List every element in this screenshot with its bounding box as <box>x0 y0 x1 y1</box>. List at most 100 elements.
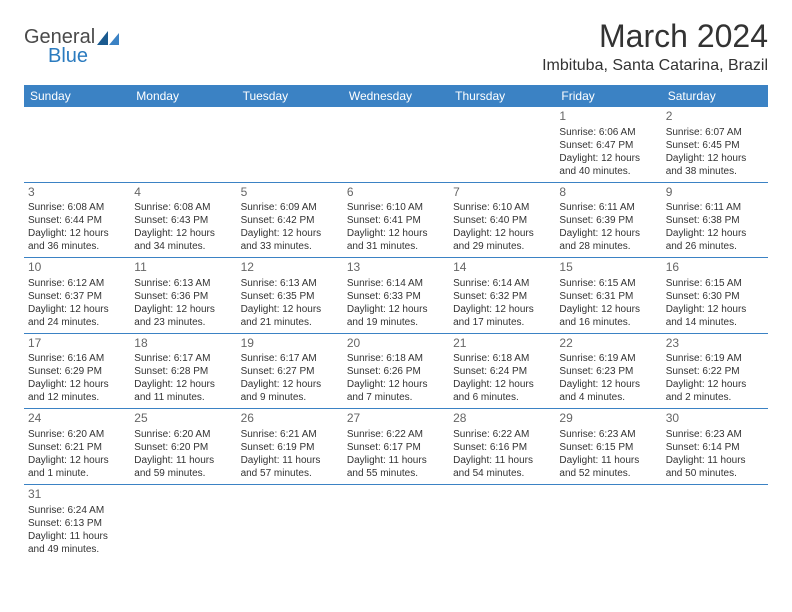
calendar-cell: 23Sunrise: 6:19 AMSunset: 6:22 PMDayligh… <box>662 333 768 409</box>
title-block: March 2024 Imbituba, Santa Catarina, Bra… <box>542 18 768 81</box>
day-detail-line: Sunset: 6:24 PM <box>453 365 551 378</box>
day-number: 26 <box>241 411 339 427</box>
day-detail-line: Daylight: 12 hours <box>559 303 657 316</box>
calendar-cell <box>237 107 343 182</box>
calendar-cell: 17Sunrise: 6:16 AMSunset: 6:29 PMDayligh… <box>24 333 130 409</box>
day-detail-line: Sunset: 6:42 PM <box>241 214 339 227</box>
day-detail-line: and 19 minutes. <box>347 316 445 329</box>
day-header: Friday <box>555 85 661 107</box>
day-detail-line: and 26 minutes. <box>666 240 764 253</box>
day-number: 8 <box>559 185 657 201</box>
day-detail-line: Sunset: 6:26 PM <box>347 365 445 378</box>
calendar-row: 10Sunrise: 6:12 AMSunset: 6:37 PMDayligh… <box>24 258 768 334</box>
calendar-cell <box>130 484 236 559</box>
day-detail-line: Sunrise: 6:07 AM <box>666 126 764 139</box>
day-detail-line: Sunrise: 6:19 AM <box>666 352 764 365</box>
day-detail-line: Sunrise: 6:19 AM <box>559 352 657 365</box>
day-detail-line: and 57 minutes. <box>241 467 339 480</box>
day-detail-line: Daylight: 12 hours <box>347 378 445 391</box>
day-detail-line: Daylight: 12 hours <box>28 454 126 467</box>
day-number: 23 <box>666 336 764 352</box>
day-number: 5 <box>241 185 339 201</box>
day-detail-line: Daylight: 11 hours <box>559 454 657 467</box>
day-number: 31 <box>28 487 126 503</box>
day-detail-line: and 28 minutes. <box>559 240 657 253</box>
day-detail-line: Sunrise: 6:13 AM <box>134 277 232 290</box>
day-detail-line: Sunset: 6:43 PM <box>134 214 232 227</box>
day-detail-line: Sunrise: 6:14 AM <box>453 277 551 290</box>
day-detail-line: Sunset: 6:36 PM <box>134 290 232 303</box>
day-detail-line: Sunset: 6:38 PM <box>666 214 764 227</box>
day-header: Wednesday <box>343 85 449 107</box>
day-detail-line: Sunset: 6:19 PM <box>241 441 339 454</box>
day-number: 13 <box>347 260 445 276</box>
day-detail-line: Sunrise: 6:08 AM <box>134 201 232 214</box>
month-title: March 2024 <box>542 18 768 55</box>
day-detail-line: Sunrise: 6:23 AM <box>666 428 764 441</box>
day-detail-line: Daylight: 12 hours <box>666 378 764 391</box>
calendar-cell: 29Sunrise: 6:23 AMSunset: 6:15 PMDayligh… <box>555 409 661 485</box>
day-detail-line: Daylight: 12 hours <box>666 152 764 165</box>
calendar-cell: 8Sunrise: 6:11 AMSunset: 6:39 PMDaylight… <box>555 182 661 258</box>
day-number: 25 <box>134 411 232 427</box>
day-detail-line: Daylight: 12 hours <box>28 303 126 316</box>
day-detail-line: Sunset: 6:13 PM <box>28 517 126 530</box>
calendar-cell: 4Sunrise: 6:08 AMSunset: 6:43 PMDaylight… <box>130 182 236 258</box>
day-detail-line: and 52 minutes. <box>559 467 657 480</box>
calendar-cell: 9Sunrise: 6:11 AMSunset: 6:38 PMDaylight… <box>662 182 768 258</box>
day-number: 11 <box>134 260 232 276</box>
day-header: Tuesday <box>237 85 343 107</box>
day-number: 6 <box>347 185 445 201</box>
calendar-cell: 28Sunrise: 6:22 AMSunset: 6:16 PMDayligh… <box>449 409 555 485</box>
day-detail-line: and 2 minutes. <box>666 391 764 404</box>
day-number: 27 <box>347 411 445 427</box>
day-header: Monday <box>130 85 236 107</box>
day-detail-line: Sunset: 6:33 PM <box>347 290 445 303</box>
day-number: 19 <box>241 336 339 352</box>
day-detail-line: and 12 minutes. <box>28 391 126 404</box>
day-detail-line: Sunrise: 6:08 AM <box>28 201 126 214</box>
day-detail-line: Sunrise: 6:16 AM <box>28 352 126 365</box>
day-detail-line: Sunrise: 6:10 AM <box>453 201 551 214</box>
day-detail-line: and 36 minutes. <box>28 240 126 253</box>
calendar-row: 17Sunrise: 6:16 AMSunset: 6:29 PMDayligh… <box>24 333 768 409</box>
day-detail-line: Daylight: 11 hours <box>28 530 126 543</box>
day-detail-line: Sunset: 6:23 PM <box>559 365 657 378</box>
day-number: 21 <box>453 336 551 352</box>
calendar-cell: 22Sunrise: 6:19 AMSunset: 6:23 PMDayligh… <box>555 333 661 409</box>
calendar-cell: 26Sunrise: 6:21 AMSunset: 6:19 PMDayligh… <box>237 409 343 485</box>
day-number: 2 <box>666 109 764 125</box>
day-detail-line: and 54 minutes. <box>453 467 551 480</box>
day-detail-line: Daylight: 12 hours <box>666 303 764 316</box>
day-detail-line: and 33 minutes. <box>241 240 339 253</box>
calendar-cell: 1Sunrise: 6:06 AMSunset: 6:47 PMDaylight… <box>555 107 661 182</box>
calendar-cell: 6Sunrise: 6:10 AMSunset: 6:41 PMDaylight… <box>343 182 449 258</box>
calendar-cell: 16Sunrise: 6:15 AMSunset: 6:30 PMDayligh… <box>662 258 768 334</box>
day-detail-line: Sunset: 6:14 PM <box>666 441 764 454</box>
day-detail-line: Sunset: 6:29 PM <box>28 365 126 378</box>
day-header: Thursday <box>449 85 555 107</box>
calendar-cell: 14Sunrise: 6:14 AMSunset: 6:32 PMDayligh… <box>449 258 555 334</box>
day-detail-line: Daylight: 11 hours <box>134 454 232 467</box>
calendar-cell: 15Sunrise: 6:15 AMSunset: 6:31 PMDayligh… <box>555 258 661 334</box>
day-detail-line: Daylight: 12 hours <box>347 303 445 316</box>
day-detail-line: Sunset: 6:35 PM <box>241 290 339 303</box>
day-detail-line: and 4 minutes. <box>559 391 657 404</box>
day-detail-line: Daylight: 12 hours <box>28 378 126 391</box>
day-detail-line: Sunrise: 6:11 AM <box>666 201 764 214</box>
day-detail-line: and 7 minutes. <box>347 391 445 404</box>
day-detail-line: Daylight: 12 hours <box>28 227 126 240</box>
day-number: 7 <box>453 185 551 201</box>
calendar-cell <box>449 107 555 182</box>
day-detail-line: Daylight: 12 hours <box>241 303 339 316</box>
day-number: 18 <box>134 336 232 352</box>
location: Imbituba, Santa Catarina, Brazil <box>542 57 768 75</box>
day-detail-line: Sunrise: 6:18 AM <box>347 352 445 365</box>
calendar-cell: 3Sunrise: 6:08 AMSunset: 6:44 PMDaylight… <box>24 182 130 258</box>
day-detail-line: Sunset: 6:15 PM <box>559 441 657 454</box>
day-detail-line: and 50 minutes. <box>666 467 764 480</box>
day-detail-line: and 34 minutes. <box>134 240 232 253</box>
day-detail-line: Sunrise: 6:22 AM <box>347 428 445 441</box>
day-detail-line: Sunset: 6:16 PM <box>453 441 551 454</box>
day-detail-line: Daylight: 12 hours <box>453 303 551 316</box>
